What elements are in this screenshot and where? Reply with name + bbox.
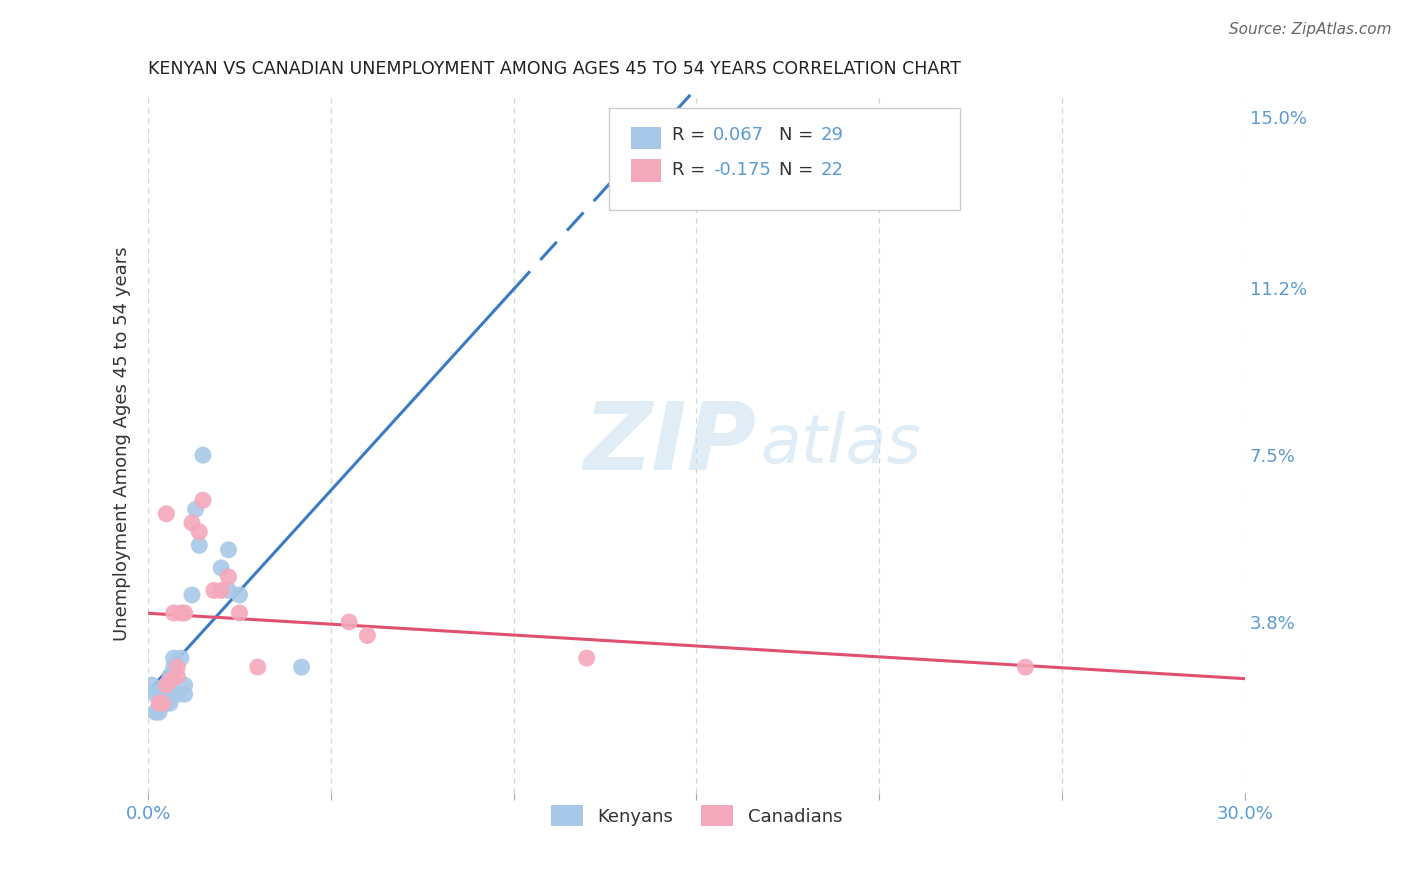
Point: [337, 615, 360, 629]
Point: [170, 606, 193, 620]
Point: [173, 678, 195, 692]
Point: [148, 687, 170, 701]
Point: [166, 687, 188, 701]
Point: [228, 588, 250, 602]
Text: atlas: atlas: [761, 411, 921, 477]
Point: [356, 628, 378, 642]
Point: [152, 696, 174, 710]
Point: [155, 507, 177, 521]
Point: [1014, 660, 1036, 674]
Text: R =: R =: [672, 161, 711, 179]
Point: [166, 669, 188, 683]
Point: [191, 448, 214, 462]
Point: [184, 502, 207, 516]
Text: -0.175: -0.175: [713, 161, 770, 179]
Point: [152, 682, 174, 697]
Point: [173, 606, 195, 620]
Point: [218, 570, 240, 584]
Text: Source: ZipAtlas.com: Source: ZipAtlas.com: [1229, 22, 1392, 37]
Point: [218, 583, 240, 598]
Legend: Kenyans, Canadians: Kenyans, Canadians: [544, 798, 849, 833]
Text: ZIP: ZIP: [583, 398, 756, 490]
Point: [159, 687, 181, 701]
Point: [163, 651, 186, 665]
Point: [246, 660, 269, 674]
Point: [155, 678, 177, 692]
Point: [228, 606, 250, 620]
Y-axis label: Unemployment Among Ages 45 to 54 years: Unemployment Among Ages 45 to 54 years: [114, 246, 131, 641]
Point: [202, 583, 225, 598]
Point: [152, 696, 174, 710]
Text: N =: N =: [779, 161, 818, 179]
Point: [159, 696, 181, 710]
FancyBboxPatch shape: [630, 160, 661, 182]
Point: [145, 687, 167, 701]
Text: KENYAN VS CANADIAN UNEMPLOYMENT AMONG AGES 45 TO 54 YEARS CORRELATION CHART: KENYAN VS CANADIAN UNEMPLOYMENT AMONG AG…: [148, 60, 960, 78]
Point: [148, 696, 170, 710]
Point: [170, 651, 193, 665]
Text: R =: R =: [672, 126, 711, 144]
Point: [148, 705, 170, 719]
Point: [191, 493, 214, 508]
Point: [141, 678, 163, 692]
Point: [163, 606, 186, 620]
Text: 29: 29: [820, 126, 844, 144]
Point: [166, 660, 188, 674]
Point: [209, 561, 232, 575]
Text: N =: N =: [779, 126, 818, 144]
Point: [155, 687, 177, 701]
Point: [291, 660, 314, 674]
Point: [159, 673, 181, 688]
Point: [188, 538, 211, 552]
Point: [155, 678, 177, 692]
Text: 22: 22: [820, 161, 844, 179]
FancyBboxPatch shape: [609, 109, 959, 210]
Point: [163, 660, 186, 674]
Text: 0.067: 0.067: [713, 126, 763, 144]
Point: [173, 687, 195, 701]
Point: [575, 651, 598, 665]
Point: [181, 516, 204, 530]
Point: [145, 705, 167, 719]
Point: [209, 583, 232, 598]
Point: [181, 588, 204, 602]
Point: [159, 669, 181, 683]
Point: [218, 542, 240, 557]
Point: [188, 524, 211, 539]
Point: [152, 696, 174, 710]
Point: [155, 696, 177, 710]
FancyBboxPatch shape: [630, 127, 661, 149]
